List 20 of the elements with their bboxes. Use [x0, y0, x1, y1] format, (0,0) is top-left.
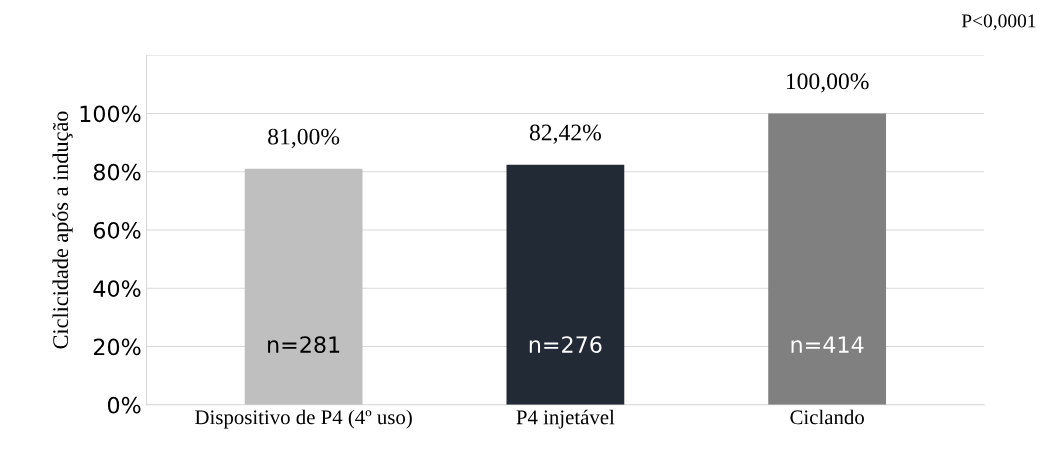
data-label: 82,42% — [529, 124, 601, 144]
y-tick-label: 80% — [93, 163, 141, 181]
x-tick-label: P4 injetável — [516, 409, 615, 429]
y-tick-label: 60% — [93, 221, 141, 239]
x-tick-label: Ciclando — [790, 409, 864, 425]
data-label: 81,00% — [268, 128, 340, 148]
annotation: n=414 — [791, 336, 864, 353]
text: P<0,0001 — [961, 14, 1036, 31]
bar — [244, 168, 363, 405]
annotation: n=281 — [268, 336, 340, 353]
y-axis-title: Ciclicidade após a indução — [52, 111, 73, 349]
x-tick-label: Dispositivo de P4 (4º uso) — [195, 409, 412, 429]
y-tick-label: 40% — [93, 280, 141, 298]
y-tick-label: 0% — [107, 396, 141, 414]
annotation: n=276 — [529, 336, 602, 353]
bar — [506, 164, 625, 405]
y-tick-label: 20% — [93, 338, 141, 356]
data-label: 100,00% — [786, 73, 869, 93]
y-tick-label: 100% — [80, 105, 141, 123]
bar — [768, 113, 887, 405]
